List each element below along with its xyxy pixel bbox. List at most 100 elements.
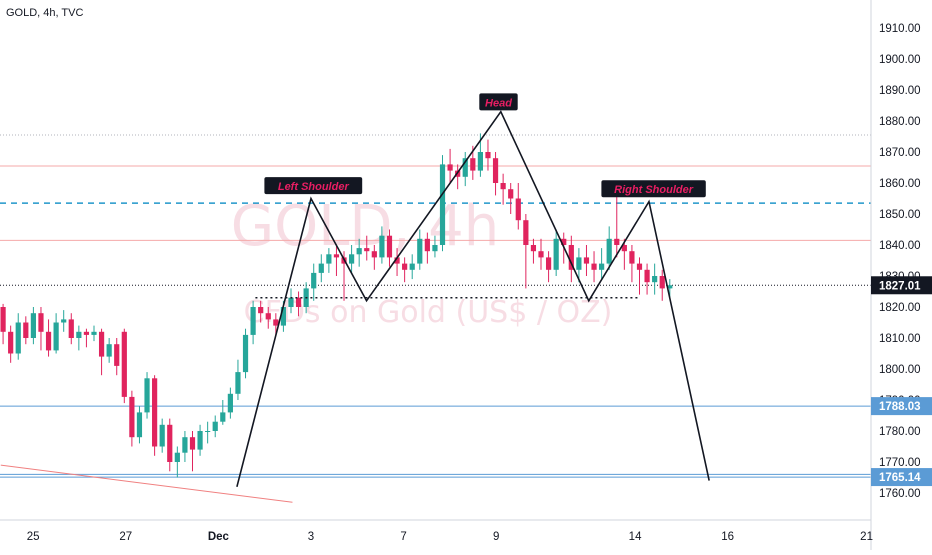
candle-body[interactable] (212, 421, 218, 431)
candle-body[interactable] (144, 378, 150, 413)
candle-body[interactable] (91, 331, 97, 335)
candle-body[interactable] (8, 331, 14, 354)
candle-body[interactable] (470, 158, 476, 171)
candle-body[interactable] (591, 263, 597, 270)
candle-body[interactable] (167, 424, 173, 462)
candle-body[interactable] (614, 238, 620, 245)
candle-body[interactable] (485, 152, 491, 159)
level-price-tag[interactable] (871, 468, 932, 487)
candle-body[interactable] (68, 319, 74, 338)
level-price-tag[interactable] (871, 397, 932, 416)
candle-body[interactable] (364, 248, 370, 252)
candle-body[interactable] (53, 322, 59, 351)
candle-body[interactable] (561, 238, 567, 245)
candle-body[interactable] (652, 276, 658, 283)
candle-body[interactable] (439, 164, 446, 245)
candle-body[interactable] (515, 198, 521, 221)
candle-body[interactable] (258, 307, 264, 314)
pattern-label-box[interactable] (479, 93, 518, 111)
candle-body[interactable] (394, 257, 400, 264)
candle-body[interactable] (129, 396, 135, 438)
candle-body[interactable] (409, 263, 415, 270)
candle-body[interactable] (447, 164, 453, 171)
candle-body[interactable] (371, 251, 377, 258)
candle-body[interactable] (636, 263, 643, 270)
candle-body[interactable] (553, 238, 559, 270)
candle-body[interactable] (326, 254, 332, 264)
head-and-shoulders-pattern[interactable] (236, 110, 710, 487)
candle-body[interactable] (295, 297, 302, 307)
pattern-label-box[interactable] (264, 177, 363, 195)
time-tick-label: 27 (119, 531, 132, 543)
candle-body[interactable] (106, 344, 112, 357)
candle-body[interactable] (424, 238, 430, 252)
candle-body[interactable] (0, 307, 6, 332)
candle-body[interactable] (386, 235, 393, 258)
candle-body[interactable] (417, 238, 423, 264)
candle-body[interactable] (667, 285, 673, 289)
candle-body[interactable] (220, 412, 226, 422)
candle-body[interactable] (538, 251, 544, 258)
candle-body[interactable] (576, 257, 582, 270)
candle-body[interactable] (402, 263, 408, 270)
candle-body[interactable] (152, 378, 158, 447)
pattern-label-box[interactable] (601, 180, 706, 198)
candle-body[interactable] (606, 238, 612, 264)
candle-body[interactable] (121, 331, 127, 397)
pattern-label-text: Left Shoulder (278, 181, 350, 193)
candle-body[interactable] (205, 431, 211, 432)
candle-body[interactable] (621, 245, 627, 252)
candle-body[interactable] (227, 393, 233, 413)
candle-body[interactable] (45, 331, 52, 351)
candle-body[interactable] (98, 331, 105, 357)
candle-body[interactable] (311, 272, 317, 289)
candle-body[interactable] (333, 254, 340, 258)
candle-body[interactable] (265, 313, 271, 320)
candle-body[interactable] (235, 372, 241, 394)
candle-body[interactable] (508, 189, 514, 199)
candle-body[interactable] (38, 313, 44, 332)
candle-body[interactable] (599, 263, 605, 270)
candle-body[interactable] (659, 276, 665, 289)
candle-body[interactable] (182, 437, 188, 453)
candle-body[interactable] (250, 307, 256, 335)
candle-body[interactable] (545, 257, 552, 270)
candle-body[interactable] (23, 322, 29, 339)
candle-body[interactable] (492, 158, 499, 183)
time-tick-label: Dec (208, 531, 230, 543)
candle-body[interactable] (477, 152, 483, 171)
candle-body[interactable] (462, 158, 468, 177)
candle-body[interactable] (318, 263, 324, 273)
candle-body[interactable] (15, 322, 21, 354)
candle-body[interactable] (379, 235, 385, 258)
candle-body[interactable] (288, 297, 294, 307)
price-tick-label: 1870.00 (879, 147, 921, 159)
candle-body[interactable] (523, 220, 529, 245)
candle-body[interactable] (530, 245, 537, 252)
candle-body[interactable] (30, 313, 36, 338)
candle-body[interactable] (273, 319, 279, 326)
candle-body[interactable] (500, 183, 506, 190)
candle-body[interactable] (583, 257, 590, 264)
trend-line[interactable] (0, 464, 293, 503)
current-price-tag[interactable] (871, 276, 932, 295)
candle-body[interactable] (568, 245, 574, 270)
candle-body[interactable] (61, 319, 67, 323)
candle-body[interactable] (114, 344, 120, 366)
candle-body[interactable] (280, 307, 287, 326)
candle-body[interactable] (76, 331, 82, 338)
candle-body[interactable] (356, 248, 362, 255)
candle-body[interactable] (159, 424, 165, 447)
candle-body[interactable] (644, 269, 650, 283)
candle-body[interactable] (189, 437, 196, 450)
candle-body[interactable] (629, 251, 635, 264)
candle-body[interactable] (242, 334, 249, 373)
candle-body[interactable] (197, 431, 203, 450)
candle-body[interactable] (136, 412, 143, 438)
candle-body[interactable] (348, 254, 355, 264)
candle-body[interactable] (432, 245, 438, 252)
candle-body[interactable] (83, 331, 90, 335)
candle-body[interactable] (174, 452, 180, 462)
